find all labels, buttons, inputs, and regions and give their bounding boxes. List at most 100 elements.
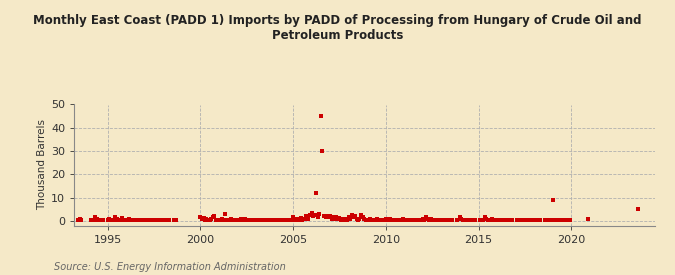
Point — [533, 218, 544, 222]
Point — [164, 218, 175, 222]
Point — [362, 218, 373, 222]
Point — [90, 215, 101, 219]
Point — [437, 218, 448, 222]
Point — [481, 217, 492, 221]
Point — [76, 218, 86, 222]
Point — [456, 217, 467, 221]
Point — [560, 218, 570, 222]
Point — [358, 217, 369, 221]
Point — [539, 218, 550, 222]
Point — [261, 218, 272, 222]
Point — [325, 214, 335, 218]
Point — [119, 218, 130, 222]
Point — [410, 218, 421, 222]
Point — [317, 149, 328, 153]
Point — [416, 218, 427, 222]
Point — [283, 218, 294, 222]
Text: Monthly East Coast (PADD 1) Imports by PADD of Processing from Hungary of Crude : Monthly East Coast (PADD 1) Imports by P… — [33, 14, 642, 42]
Point — [360, 218, 371, 222]
Point — [308, 214, 319, 218]
Point — [339, 218, 350, 222]
Point — [352, 218, 363, 222]
Point — [365, 217, 376, 221]
Point — [104, 216, 115, 221]
Point — [413, 218, 424, 222]
Y-axis label: Thousand Barrels: Thousand Barrels — [37, 120, 47, 210]
Point — [367, 218, 377, 222]
Point — [371, 217, 382, 221]
Point — [286, 218, 297, 222]
Point — [363, 218, 374, 222]
Point — [455, 215, 466, 219]
Point — [263, 218, 274, 222]
Point — [338, 216, 348, 221]
Point — [255, 218, 266, 222]
Point — [169, 218, 180, 222]
Point — [515, 218, 526, 222]
Point — [632, 207, 643, 211]
Point — [407, 218, 418, 222]
Point — [383, 218, 394, 222]
Point — [329, 216, 340, 221]
Point — [477, 218, 487, 222]
Point — [212, 218, 223, 222]
Point — [73, 218, 84, 222]
Point — [274, 218, 285, 222]
Point — [350, 214, 360, 218]
Point — [231, 218, 242, 222]
Point — [206, 217, 217, 221]
Point — [496, 218, 507, 222]
Point — [394, 218, 405, 222]
Point — [74, 216, 85, 221]
Point — [425, 217, 436, 221]
Point — [150, 218, 161, 222]
Point — [326, 216, 337, 221]
Point — [110, 215, 121, 219]
Point — [424, 218, 435, 222]
Point — [266, 218, 277, 222]
Point — [207, 215, 218, 219]
Point — [399, 218, 410, 222]
Point — [430, 218, 441, 222]
Point — [388, 218, 399, 222]
Point — [88, 218, 99, 222]
Point — [304, 213, 315, 217]
Point — [544, 218, 555, 222]
Point — [139, 218, 150, 222]
Point — [313, 215, 323, 219]
Point — [402, 218, 413, 222]
Point — [328, 215, 339, 219]
Point — [447, 218, 458, 222]
Point — [500, 218, 510, 222]
Point — [354, 216, 365, 221]
Point — [227, 218, 238, 222]
Point — [240, 217, 250, 221]
Point — [405, 218, 416, 222]
Point — [238, 218, 249, 222]
Point — [418, 216, 429, 221]
Point — [379, 218, 389, 222]
Point — [232, 218, 243, 222]
Point — [136, 218, 147, 222]
Point — [333, 217, 344, 221]
Point — [117, 218, 128, 222]
Point — [235, 216, 246, 221]
Point — [217, 217, 227, 221]
Point — [393, 218, 404, 222]
Point — [370, 218, 381, 222]
Point — [452, 218, 462, 222]
Point — [439, 218, 450, 222]
Point — [459, 218, 470, 222]
Point — [351, 216, 362, 221]
Point — [111, 217, 122, 221]
Point — [387, 218, 398, 222]
Point — [561, 218, 572, 222]
Point — [524, 218, 535, 222]
Point — [489, 218, 500, 222]
Point — [404, 218, 414, 222]
Point — [292, 218, 303, 222]
Point — [506, 218, 516, 222]
Point — [334, 216, 345, 220]
Point — [419, 218, 430, 222]
Point — [435, 218, 446, 222]
